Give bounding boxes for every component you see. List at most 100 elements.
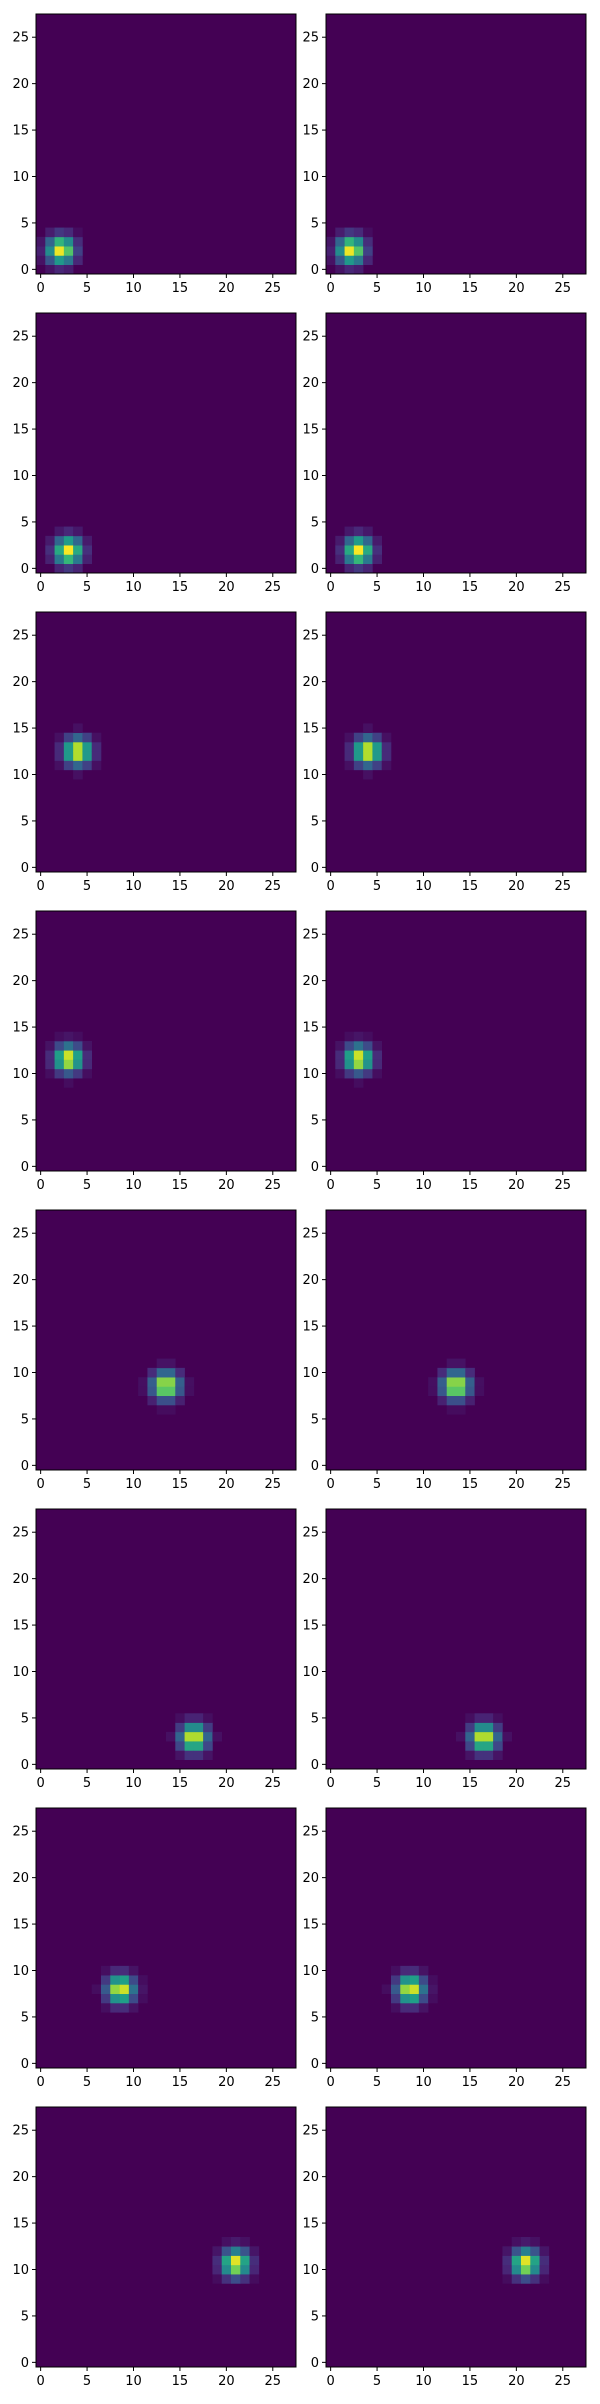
y-tick-label: 15 — [12, 1619, 29, 1634]
heatmap-background — [36, 2107, 296, 2367]
heatmap-cell — [221, 2246, 232, 2256]
heatmap-cell — [446, 1386, 457, 1397]
heatmap-cell — [521, 2237, 531, 2247]
heatmap-cell — [193, 1741, 204, 1751]
y-tick-label: 25 — [12, 1825, 29, 1840]
heatmap-cell — [82, 742, 93, 752]
x-tick-label: 5 — [373, 879, 381, 894]
heatmap-cell — [54, 236, 65, 247]
heatmap-cell — [400, 1965, 410, 1976]
y-tick-label: 0 — [21, 562, 29, 577]
y-tick-label: 5 — [311, 216, 319, 231]
heatmap-cell — [193, 1750, 204, 1761]
heatmap-cell — [212, 2274, 223, 2284]
axes-frame — [325, 2106, 587, 2368]
heatmap-cell — [73, 723, 83, 734]
x-tick-label: 0 — [37, 1776, 45, 1791]
heatmap-cell — [465, 1377, 475, 1387]
x-tick-label: 5 — [83, 2374, 91, 2389]
heatmap-cell — [511, 2246, 522, 2256]
x-tick-label: 10 — [125, 580, 142, 595]
heatmap-cell — [73, 760, 83, 771]
heatmap-cell — [381, 732, 392, 743]
y-tick-label: 10 — [12, 1665, 29, 1680]
heatmap-cell — [502, 1731, 513, 1742]
heatmap-cell — [82, 1050, 93, 1060]
heatmap-cell — [119, 2003, 130, 2013]
x-tick-label: 15 — [172, 1178, 189, 1193]
y-tick-label: 20 — [302, 2170, 319, 2185]
heatmap-cell — [456, 1731, 466, 1742]
heatmap-cell — [54, 751, 65, 761]
heatmap-cell — [45, 264, 55, 275]
x-tick-label: 25 — [265, 1776, 282, 1791]
heatmap-cell — [363, 255, 373, 266]
heatmap-cell — [530, 2274, 540, 2284]
y-tick-label: 10 — [302, 170, 319, 185]
heatmap-cell — [54, 264, 65, 275]
heatmap-cell — [203, 1741, 213, 1751]
heatmap-cell — [409, 1965, 420, 1976]
y-tick-label: 25 — [12, 629, 29, 644]
heatmap-cell — [353, 264, 364, 275]
heatmap-cell — [166, 1377, 176, 1387]
heatmap-cell — [45, 545, 55, 555]
axes-frame — [35, 1807, 297, 2069]
heatmap-cell — [353, 554, 364, 565]
axes-frame — [325, 910, 587, 1172]
x-tick-label: 15 — [462, 879, 479, 894]
heatmap-cell — [166, 1731, 176, 1742]
heatmap-cell — [418, 1965, 429, 1976]
heatmap-cell — [465, 1750, 475, 1761]
x-tick-label: 20 — [508, 281, 525, 296]
y-tick-label: 15 — [12, 423, 29, 438]
y-tick-label: 20 — [12, 1871, 29, 1886]
y-tick-label: 5 — [21, 1113, 29, 1128]
x-tick-label: 5 — [83, 2075, 91, 2090]
axes-frame — [325, 1807, 587, 2069]
heatmap-cell — [45, 227, 55, 238]
heatmap-cell — [73, 1068, 83, 1079]
heatmap-cell — [91, 751, 102, 761]
heatmap-cell — [54, 732, 65, 743]
x-tick-label: 10 — [415, 1776, 432, 1791]
heatmap-cell — [240, 2255, 250, 2266]
heatmap-cell — [381, 751, 392, 761]
x-tick-label: 20 — [218, 1477, 235, 1492]
heatmap-cell — [456, 1386, 466, 1397]
heatmap-cell — [119, 1965, 130, 1976]
heatmap-cell — [344, 1041, 355, 1051]
heatmap-cell — [483, 1722, 494, 1733]
heatmap-panel-r2c1: 0 5 10 15 20 25 0 5 10 15 20 25 — [12, 312, 297, 595]
heatmap-cell — [73, 1041, 83, 1051]
heatmap-cell — [45, 535, 55, 546]
heatmap-cell — [45, 1050, 55, 1060]
heatmap-cell — [521, 2246, 531, 2256]
heatmap-cell — [493, 1731, 503, 1742]
x-tick-label: 20 — [508, 580, 525, 595]
y-tick-label: 10 — [12, 1067, 29, 1082]
x-tick-label: 5 — [373, 580, 381, 595]
heatmap-cell — [381, 1984, 392, 1995]
x-tick-label: 25 — [555, 281, 572, 296]
x-tick-label: 20 — [508, 2075, 525, 2090]
heatmap-cell — [73, 563, 83, 574]
y-tick-label: 0 — [311, 562, 319, 577]
y-tick-label: 0 — [311, 1160, 319, 1175]
y-tick-label: 20 — [12, 1572, 29, 1587]
heatmap-cell — [521, 2274, 531, 2284]
heatmap-cell — [502, 2246, 513, 2256]
heatmap-cell — [184, 1722, 195, 1733]
heatmap-cell — [409, 1975, 420, 1985]
heatmap-cell — [409, 1984, 420, 1995]
x-tick-label: 20 — [508, 1178, 525, 1193]
x-tick-label: 25 — [555, 2374, 572, 2389]
y-tick-label: 5 — [311, 2010, 319, 2025]
y-tick-label: 15 — [12, 1021, 29, 1036]
y-tick-label: 10 — [12, 2263, 29, 2278]
heatmap-cell — [344, 1050, 355, 1060]
x-tick-label: 5 — [83, 1178, 91, 1193]
heatmap-background — [326, 1210, 586, 1470]
heatmap-cell — [511, 2255, 522, 2266]
heatmap-cell — [91, 1984, 102, 1995]
